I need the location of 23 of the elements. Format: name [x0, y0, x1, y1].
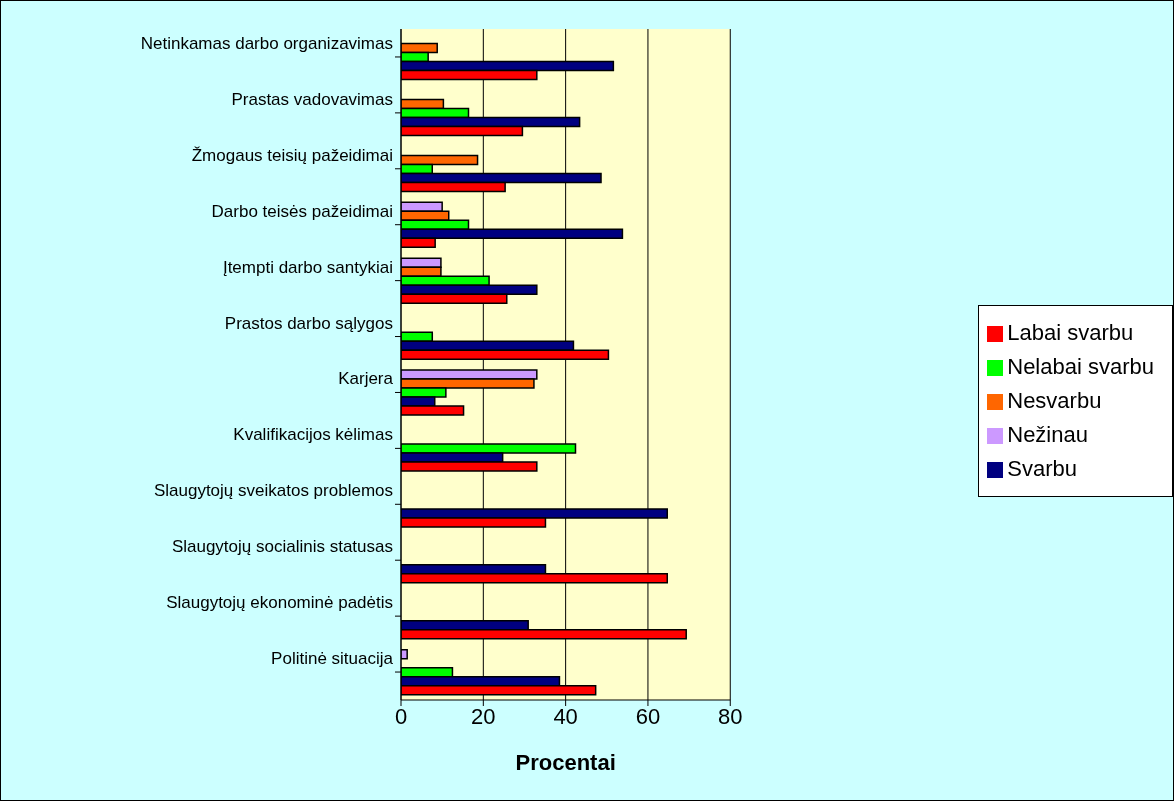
y-tick-label: Įtempti darbo santykiai	[222, 257, 393, 277]
y-tick-label: Slaugytojų ekonominė padėtis	[166, 593, 393, 613]
y-tick-label: Žmogaus teisių pažeidimai	[191, 145, 393, 165]
legend-label: Svarbu	[1007, 455, 1077, 481]
legend-label: Nelabai svarbu	[1007, 353, 1154, 379]
x-tick-label: 80	[718, 703, 743, 729]
y-tick-label: Slaugytojų socialinis statusas	[171, 537, 393, 557]
y-tick-label: Prastas vadovavimas	[231, 89, 393, 109]
y-tick-label: Politinė situacija	[271, 649, 394, 669]
y-tick-label: Karjera	[338, 369, 394, 389]
y-tick-label: Darbo teisės pažeidimai	[211, 201, 393, 221]
x-axis-title: Procentai	[515, 750, 616, 775]
legend-label: Labai svarbu	[1007, 319, 1134, 345]
x-tick-label: 0	[394, 703, 408, 729]
y-tick-label: Slaugytojų sveikatos problemos	[153, 481, 393, 501]
y-tick-label: Netinkamas darbo organizavimas	[140, 33, 393, 53]
y-tick-label: Prastos darbo sąlygos	[224, 313, 393, 333]
y-tick-label: Kvalifikacijos kėlimas	[233, 425, 393, 445]
x-tick-label: 40	[553, 703, 578, 729]
legend-label: Nežinau	[1007, 421, 1088, 447]
legend-label: Nesvarbu	[1007, 387, 1102, 413]
x-tick-label: 60	[635, 703, 661, 729]
x-tick-label: 20	[471, 703, 496, 729]
